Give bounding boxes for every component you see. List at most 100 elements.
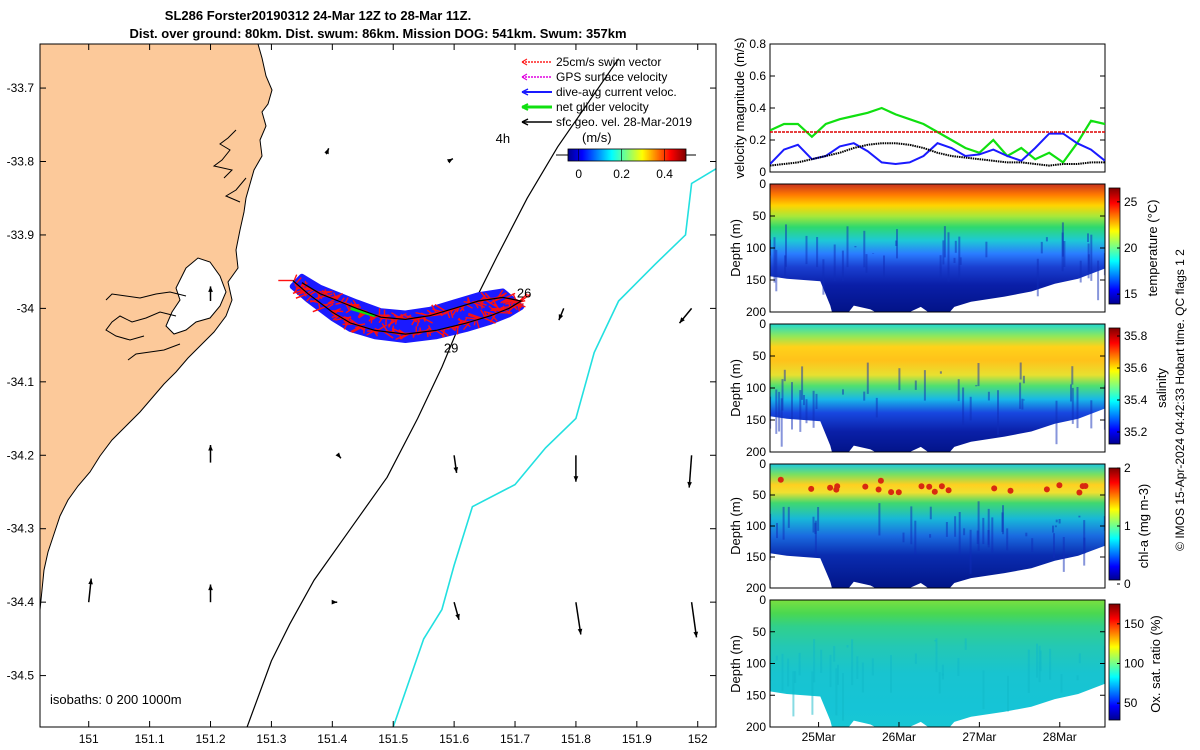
swim-vector [296,291,307,296]
map-y-tick-label: -33.8 [7,155,35,169]
swim-vector [434,304,446,312]
temperature-colorbar-label: temperature (°C) [1145,200,1160,297]
chl-high-point [926,483,933,490]
depth-tick-label: 150 [746,550,766,564]
net-glider-velocity [350,306,376,318]
date-tick-label: 25Mar [802,730,836,744]
swim-vector [420,316,433,324]
depth-tick-label: 200 [746,581,766,595]
map-axis-ticks: 151 151.1 151.2 151.3 151.4 151.5 151.6 151.7 15… [7,44,716,746]
isobath-200m [246,58,620,727]
swim-vector [334,309,339,315]
swim-vector [426,309,434,316]
temperature-colorbar [1108,187,1121,305]
geo-velocity-vector [687,455,693,488]
velocity-series [770,142,1105,167]
colorbar-tick-label: 100 [1124,657,1144,671]
geo-velocity-vector [208,286,213,301]
velocity-y-tick: 0.4 [749,101,766,115]
swim-vector [491,314,498,322]
chl-high-point [1076,489,1083,496]
oxygen-panel: 0 50 100 150 200 Depth (m) 50 100 150 Ox. sat.… [728,593,1163,744]
date-tick-label: 26Mar [882,730,916,744]
colorbar-tick-label: 150 [1124,617,1144,631]
geo-velocity-vector [573,455,579,482]
map-x-tick-label: 151.7 [500,732,530,746]
map-x-tick-label: 151.1 [135,732,165,746]
geo-velocity-vector [575,602,583,635]
salinity-colorbar-label: salinity [1154,368,1169,408]
depth-tick-label: 0 [759,317,766,331]
chl-high-point [777,476,784,483]
velocity-series [770,106,1105,164]
temperature-ylabel: Depth (m) [728,219,743,277]
chl-high-point [895,489,902,496]
colorbar-tick-label: 15 [1124,287,1138,301]
chlorophyll-colorbar-label: chl-a (mg m-3) [1136,484,1151,569]
geo-velocity-vector [208,584,213,603]
chlorophyll-ylabel: Depth (m) [728,497,743,555]
swim-vector [491,298,498,308]
swim-vector [383,330,394,339]
swim-vector [467,314,481,320]
swim-vector [326,303,334,309]
depth-tick-label: 50 [753,349,767,363]
map-colorbar-tick: 0.2 [613,167,630,181]
map-annotation: 26 [517,285,531,300]
swim-vector [468,312,483,320]
swim-vector [426,331,429,338]
swim-vector [420,312,429,317]
colorbar-tick-label: 35.6 [1124,361,1148,375]
map-x-tick-label: 151.4 [317,732,347,746]
velocity-y-tick: 0.8 [749,37,766,51]
colorbar-tick-label: 35.2 [1124,425,1148,439]
swim-vector [332,315,340,321]
swim-vector [519,293,528,302]
swim-vector [295,293,309,299]
legend-swim-vector: 25cm/s swim vector [556,55,661,69]
velocity-y-tick: 0 [759,165,766,179]
swim-vector [465,316,479,321]
geo-velocity-vector [335,452,342,459]
swim-vector [450,326,455,331]
chl-high-point [991,485,998,492]
swim-vector [323,301,335,307]
coastline-land [40,44,273,611]
map-legend: 25cm/s swim vector GPS surface velocity … [521,55,692,129]
map-x-tick-label: 151 [79,732,99,746]
depth-tick-label: 150 [746,688,766,702]
depth-tick-label: 100 [746,241,766,255]
chl-high-point [862,483,869,490]
swim-vector [327,298,335,304]
map-annotations: 4h 26 29 [444,131,532,355]
map-annotation: 4h [496,131,510,146]
depth-tick-label: 0 [759,457,766,471]
figure-title-line1: SL286 Forster20190312 24-Mar 12Z to 28-M… [165,8,471,23]
swim-vector [376,324,388,332]
salinity-colorbar [1108,327,1121,445]
map-y-tick-label: -34.2 [7,448,35,462]
geo-velocity-vector [447,157,454,164]
swim-vector [517,300,522,308]
swim-vector [483,310,495,315]
map-colorbar: (m/s) 0 0.2 0.4 [556,130,696,181]
colorbar-tick-label: 20 [1124,241,1138,255]
colorbar-tick-label: 0 [1124,577,1131,591]
swim-vector [301,284,306,292]
map-y-tick-label: -34.1 [7,375,35,389]
map-y-tick-label: -33.7 [7,81,35,95]
chlorophyll-panel: 0 50 100 150 200 Depth (m) 0 1 2 chl-a (mg m-3… [728,457,1151,595]
depth-tick-label: 200 [746,720,766,734]
swim-vector [452,306,459,316]
swim-vector [331,314,338,319]
imos-credit: © IMOS 15-Apr-2024 04:42:33 Hobart time.… [1173,249,1187,551]
depth-tick-label: 100 [746,381,766,395]
map-colorbar-tick: 0 [575,167,582,181]
swim-vector [298,283,304,290]
river-inlet-3 [105,291,187,301]
swim-vector [295,277,302,284]
swim-vector [310,299,321,304]
swim-vector [473,320,476,326]
colorbar-tick-label: 1 [1124,519,1131,533]
glider-track [292,280,523,335]
